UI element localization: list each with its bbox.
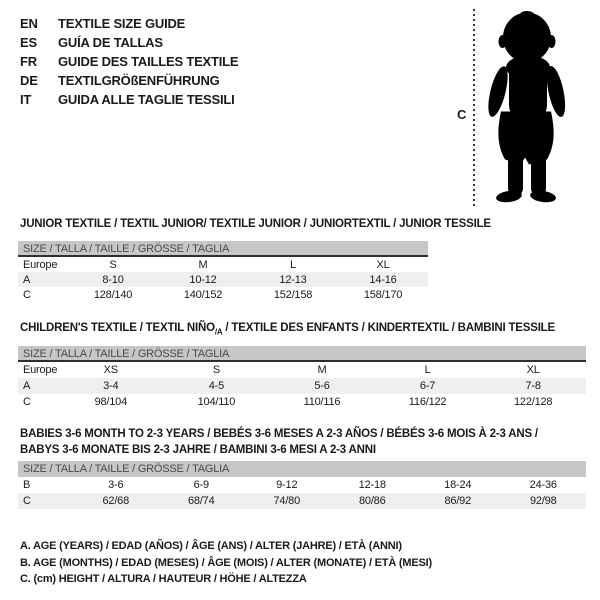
column-header: L bbox=[424, 364, 431, 376]
table-row-age: A 8-10 10-12 12-13 14-16 bbox=[18, 272, 428, 287]
babies-size-table: SIZE / TALLA / TAILLE / GRÖSSE / TAGLIA … bbox=[18, 461, 586, 509]
guide-title-en: TEXTILE SIZE GUIDE bbox=[58, 16, 186, 31]
children-title-sub: /A bbox=[214, 327, 223, 337]
cell-value: 98/104 bbox=[94, 396, 128, 408]
cell-value: 3-4 bbox=[103, 380, 119, 392]
column-header: XL bbox=[376, 258, 390, 271]
children-table-title: CHILDREN'S TEXTILE / TEXTIL NIÑO/A / TEX… bbox=[20, 322, 555, 336]
size-header-bar: SIZE / TALLA / TAILLE / GRÖSSE / TAGLIA bbox=[18, 461, 586, 477]
table-row-height: C 62/68 68/74 74/80 80/86 86/92 92/98 bbox=[18, 493, 586, 509]
language-row-en: EN TEXTILE SIZE GUIDE bbox=[20, 14, 238, 33]
legend-note-c: C. (cm) HEIGHT / ALTURA / HAUTEUR / HÖHE… bbox=[20, 573, 307, 585]
cell-value: 12-13 bbox=[279, 273, 307, 286]
row-label: C bbox=[23, 495, 31, 507]
language-code: ES bbox=[20, 35, 37, 50]
cell-value: 12-18 bbox=[358, 479, 386, 491]
cell-value: 152/158 bbox=[273, 288, 313, 301]
language-code: DE bbox=[20, 73, 38, 88]
table-row-height: C 98/104 104/110 110/116 116/122 122/128 bbox=[18, 394, 586, 410]
junior-table-title: JUNIOR TEXTILE / TEXTIL JUNIOR/ TEXTILE … bbox=[20, 218, 491, 230]
legend-notes: A. AGE (YEARS) / EDAD (AÑOS) / ÂGE (ANS)… bbox=[20, 538, 432, 588]
guide-title-it: GUIDA ALLE TAGLIE TESSILI bbox=[58, 92, 235, 107]
cell-value: 4-5 bbox=[208, 380, 225, 392]
row-label: C bbox=[23, 396, 31, 408]
junior-size-table: SIZE / TALLA / TAILLE / GRÖSSE / TAGLIA … bbox=[18, 241, 428, 302]
cell-value: 122/128 bbox=[513, 396, 553, 408]
row-label: C bbox=[23, 288, 31, 301]
cell-value: 5-6 bbox=[314, 380, 330, 392]
table-row-height: C 128/140 140/152 152/158 158/170 bbox=[18, 287, 428, 302]
cell-value: 92/98 bbox=[529, 495, 557, 507]
cell-value: 8-10 bbox=[102, 273, 124, 286]
table-header-row: Europe XS S M L XL bbox=[18, 362, 586, 378]
cell-value: 158/170 bbox=[363, 288, 403, 301]
language-row-it: IT GUIDA ALLE TAGLIE TESSILI bbox=[20, 90, 238, 109]
guide-title-fr: GUIDE DES TAILLES TEXTILE bbox=[58, 54, 239, 69]
cell-value: 110/116 bbox=[303, 396, 341, 408]
table-row-age: A 3-4 4-5 5-6 6-7 7-8 bbox=[18, 378, 586, 394]
cell-value: 116/122 bbox=[408, 396, 447, 408]
cell-value: 9-12 bbox=[276, 479, 298, 491]
column-header: S bbox=[212, 364, 220, 376]
language-code: FR bbox=[20, 54, 37, 69]
column-header: L bbox=[290, 258, 296, 271]
language-title-list: EN TEXTILE SIZE GUIDE ES GUÍA DE TALLAS … bbox=[20, 14, 239, 109]
cell-value: 86/92 bbox=[444, 495, 472, 507]
cell-value: 14-16 bbox=[369, 273, 397, 286]
cell-value: 62/68 bbox=[102, 495, 130, 507]
cell-value: 24-36 bbox=[529, 479, 557, 491]
size-header-bar: SIZE / TALLA / TAILLE / GRÖSSE / TAGLIA bbox=[18, 346, 586, 362]
column-header: M bbox=[198, 258, 208, 271]
cell-value: 104/110 bbox=[197, 396, 236, 408]
cell-value: 6-7 bbox=[419, 380, 436, 392]
cell-value: 7-8 bbox=[525, 380, 542, 392]
babies-table-title: BABIES 3-6 MONTH TO 2-3 YEARS / BEBÉS 3-… bbox=[20, 427, 580, 458]
babies-title-line2: BABYS 3-6 MONATE BIS 2-3 JAHRE / BAMBINI… bbox=[20, 443, 376, 456]
guide-title-es: GUÍA DE TALLAS bbox=[58, 35, 163, 50]
cell-value: 128/140 bbox=[93, 288, 133, 301]
row-label: A bbox=[23, 380, 31, 392]
language-row-de: DE TEXTILGRÖßENFÜHRUNG bbox=[20, 71, 238, 90]
row-label: A bbox=[23, 273, 31, 286]
column-header: M bbox=[317, 364, 327, 376]
column-header: Europe bbox=[23, 258, 58, 271]
toddler-silhouette-image bbox=[488, 11, 566, 203]
legend-note-b: B. AGE (MONTHS) / EDAD (MESES) / ÂGE (MO… bbox=[20, 556, 432, 569]
children-title-pre: CHILDREN'S TEXTILE / TEXTIL NIÑO bbox=[20, 322, 215, 334]
cell-value: 10-12 bbox=[189, 273, 217, 286]
column-header: XS bbox=[103, 364, 118, 376]
cell-value: 6-9 bbox=[193, 479, 210, 491]
cell-value: 18-24 bbox=[444, 479, 472, 491]
guide-title-de: TEXTILGRÖßENFÜHRUNG bbox=[58, 73, 220, 88]
cell-value: 74/80 bbox=[273, 495, 301, 507]
cell-value: 3-6 bbox=[108, 479, 124, 491]
column-header: S bbox=[109, 258, 117, 271]
size-header-bar: SIZE / TALLA / TAILLE / GRÖSSE / TAGLIA bbox=[18, 241, 428, 257]
table-header-row: Europe S M L XL bbox=[18, 257, 428, 272]
cell-value: 140/152 bbox=[183, 288, 223, 301]
children-size-table: SIZE / TALLA / TAILLE / GRÖSSE / TAGLIA … bbox=[18, 346, 586, 410]
language-row-fr: FR GUIDE DES TAILLES TEXTILE bbox=[20, 52, 239, 71]
language-code: IT bbox=[20, 92, 32, 107]
height-measure-dashed-line bbox=[473, 9, 475, 209]
babies-title-line1: BABIES 3-6 MONTH TO 2-3 YEARS / BEBÉS 3-… bbox=[20, 428, 538, 440]
cell-value: 68/74 bbox=[187, 495, 215, 507]
table-row-age-months: B 3-6 6-9 9-12 12-18 18-24 24-36 bbox=[18, 477, 586, 493]
column-header: Europe bbox=[23, 364, 58, 376]
children-title-post: / TEXTILE DES ENFANTS / KINDERTEXTIL / B… bbox=[222, 322, 555, 334]
language-code: EN bbox=[20, 16, 38, 31]
row-label: B bbox=[23, 479, 31, 491]
height-measure-label-c: C bbox=[457, 107, 467, 122]
legend-note-a: A. AGE (YEARS) / EDAD (AÑOS) / ÂGE (ANS)… bbox=[20, 540, 402, 552]
language-row-es: ES GUÍA DE TALLAS bbox=[20, 33, 238, 52]
column-header: XL bbox=[526, 364, 540, 376]
cell-value: 80/86 bbox=[358, 495, 386, 507]
